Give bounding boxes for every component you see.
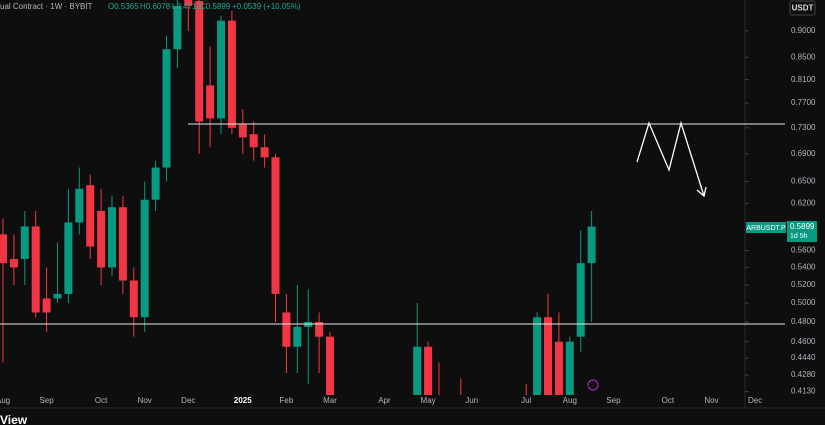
header-high: H0.6078 [140,2,171,11]
y-tick-label: 0.4440 [791,353,816,362]
y-tick-label: 0.6500 [791,177,816,186]
candle-body [129,280,138,318]
x-tick-label: Dec [181,396,195,405]
y-tick-label: 0.9000 [791,26,816,35]
candle-body [53,293,62,299]
candle-body [227,20,236,128]
x-tick-label: Mar [323,396,337,405]
candle-body [315,321,324,337]
candle-body [42,298,51,313]
x-tick-label: Dec [748,396,762,405]
x-tick-label: 2025 [234,396,252,405]
candle-body [64,222,73,294]
candle-body [162,49,171,168]
candle-body [140,199,149,318]
header-low: L0.4712 [172,2,201,11]
candle-body [86,185,95,247]
x-tick-label: Aug [0,396,10,405]
candle-body [565,341,574,395]
x-tick-label: Sep [39,396,54,405]
y-tick-label: 0.4280 [791,370,816,379]
countdown: 1d 5h [790,233,808,240]
y-tick-label: 0.4800 [791,317,816,326]
candle-body [108,207,116,268]
candle-body [282,312,291,347]
candle-body [217,20,225,119]
y-tick-label: 0.7700 [791,98,816,107]
candle-body [576,263,585,337]
candle-body [544,317,552,395]
brand: View [0,413,28,425]
ticker: ARBUSDT.P [746,225,786,232]
ticker-tag [746,222,786,233]
currency[interactable]: USDT [792,4,814,13]
candle-body [260,147,269,158]
y-tick-label: 0.6900 [791,149,816,158]
candle-body [326,336,334,395]
candle-body [587,226,596,264]
header-symbol: ual Contract · 1W · BYBIT [0,2,93,11]
candle-body [293,326,302,347]
y-tick-label: 0.5000 [791,298,816,307]
candle-body [0,234,7,264]
currency-box[interactable] [789,0,816,16]
x-tick-label: Oct [95,396,108,405]
header-close: C0.5899 [200,2,231,11]
candle-body [554,341,563,395]
candle-body [9,258,18,268]
candle-body [195,0,204,122]
x-tick-label: May [421,396,436,405]
x-tick-label: Sep [606,396,621,405]
candle-body [184,0,193,6]
y-tick-label: 0.4600 [791,337,816,346]
candle-body [151,167,160,200]
x-tick-label: Jul [521,396,531,405]
candle-body [238,124,247,138]
x-tick-label: Nov [138,396,152,405]
candle-body [20,226,29,259]
projection-arrow [636,120,705,197]
y-tick-label: 0.5200 [791,280,816,289]
candle-body [97,210,106,268]
x-tick-label: Oct [662,396,675,405]
x-tick-label: Aug [563,396,577,405]
event-icon[interactable] [587,379,599,391]
candle-body [424,346,433,395]
y-tick-label: 0.7300 [791,123,816,132]
price-tag [787,221,817,242]
x-tick-label: Apr [378,396,391,405]
x-tick-label: Jun [465,396,478,405]
header-open: O0.5365 [108,2,139,11]
candle-body [206,85,215,119]
last-price: 0.5899 [790,222,815,231]
candle-body [413,346,422,395]
y-tick-label: 0.8100 [791,75,816,84]
arrow-head [696,186,707,198]
y-tick-label: 0.4130 [791,387,816,396]
candle-body [533,317,542,395]
candle-body [173,5,182,50]
candle-body [271,157,280,294]
y-tick-label: 0.5600 [791,246,816,255]
y-tick-label: 0.8500 [791,52,816,61]
header-change: +0.0539 (+10.05%) [232,2,301,11]
x-tick-label: Nov [704,396,718,405]
candle-body [75,188,84,223]
y-tick-label: 0.6200 [791,199,816,208]
x-tick-label: Feb [280,396,294,405]
plot [0,0,596,395]
y-tick-label: 0.5400 [791,263,816,272]
candle-body [31,226,40,313]
candle-body [118,207,127,281]
candle-body [249,134,258,148]
